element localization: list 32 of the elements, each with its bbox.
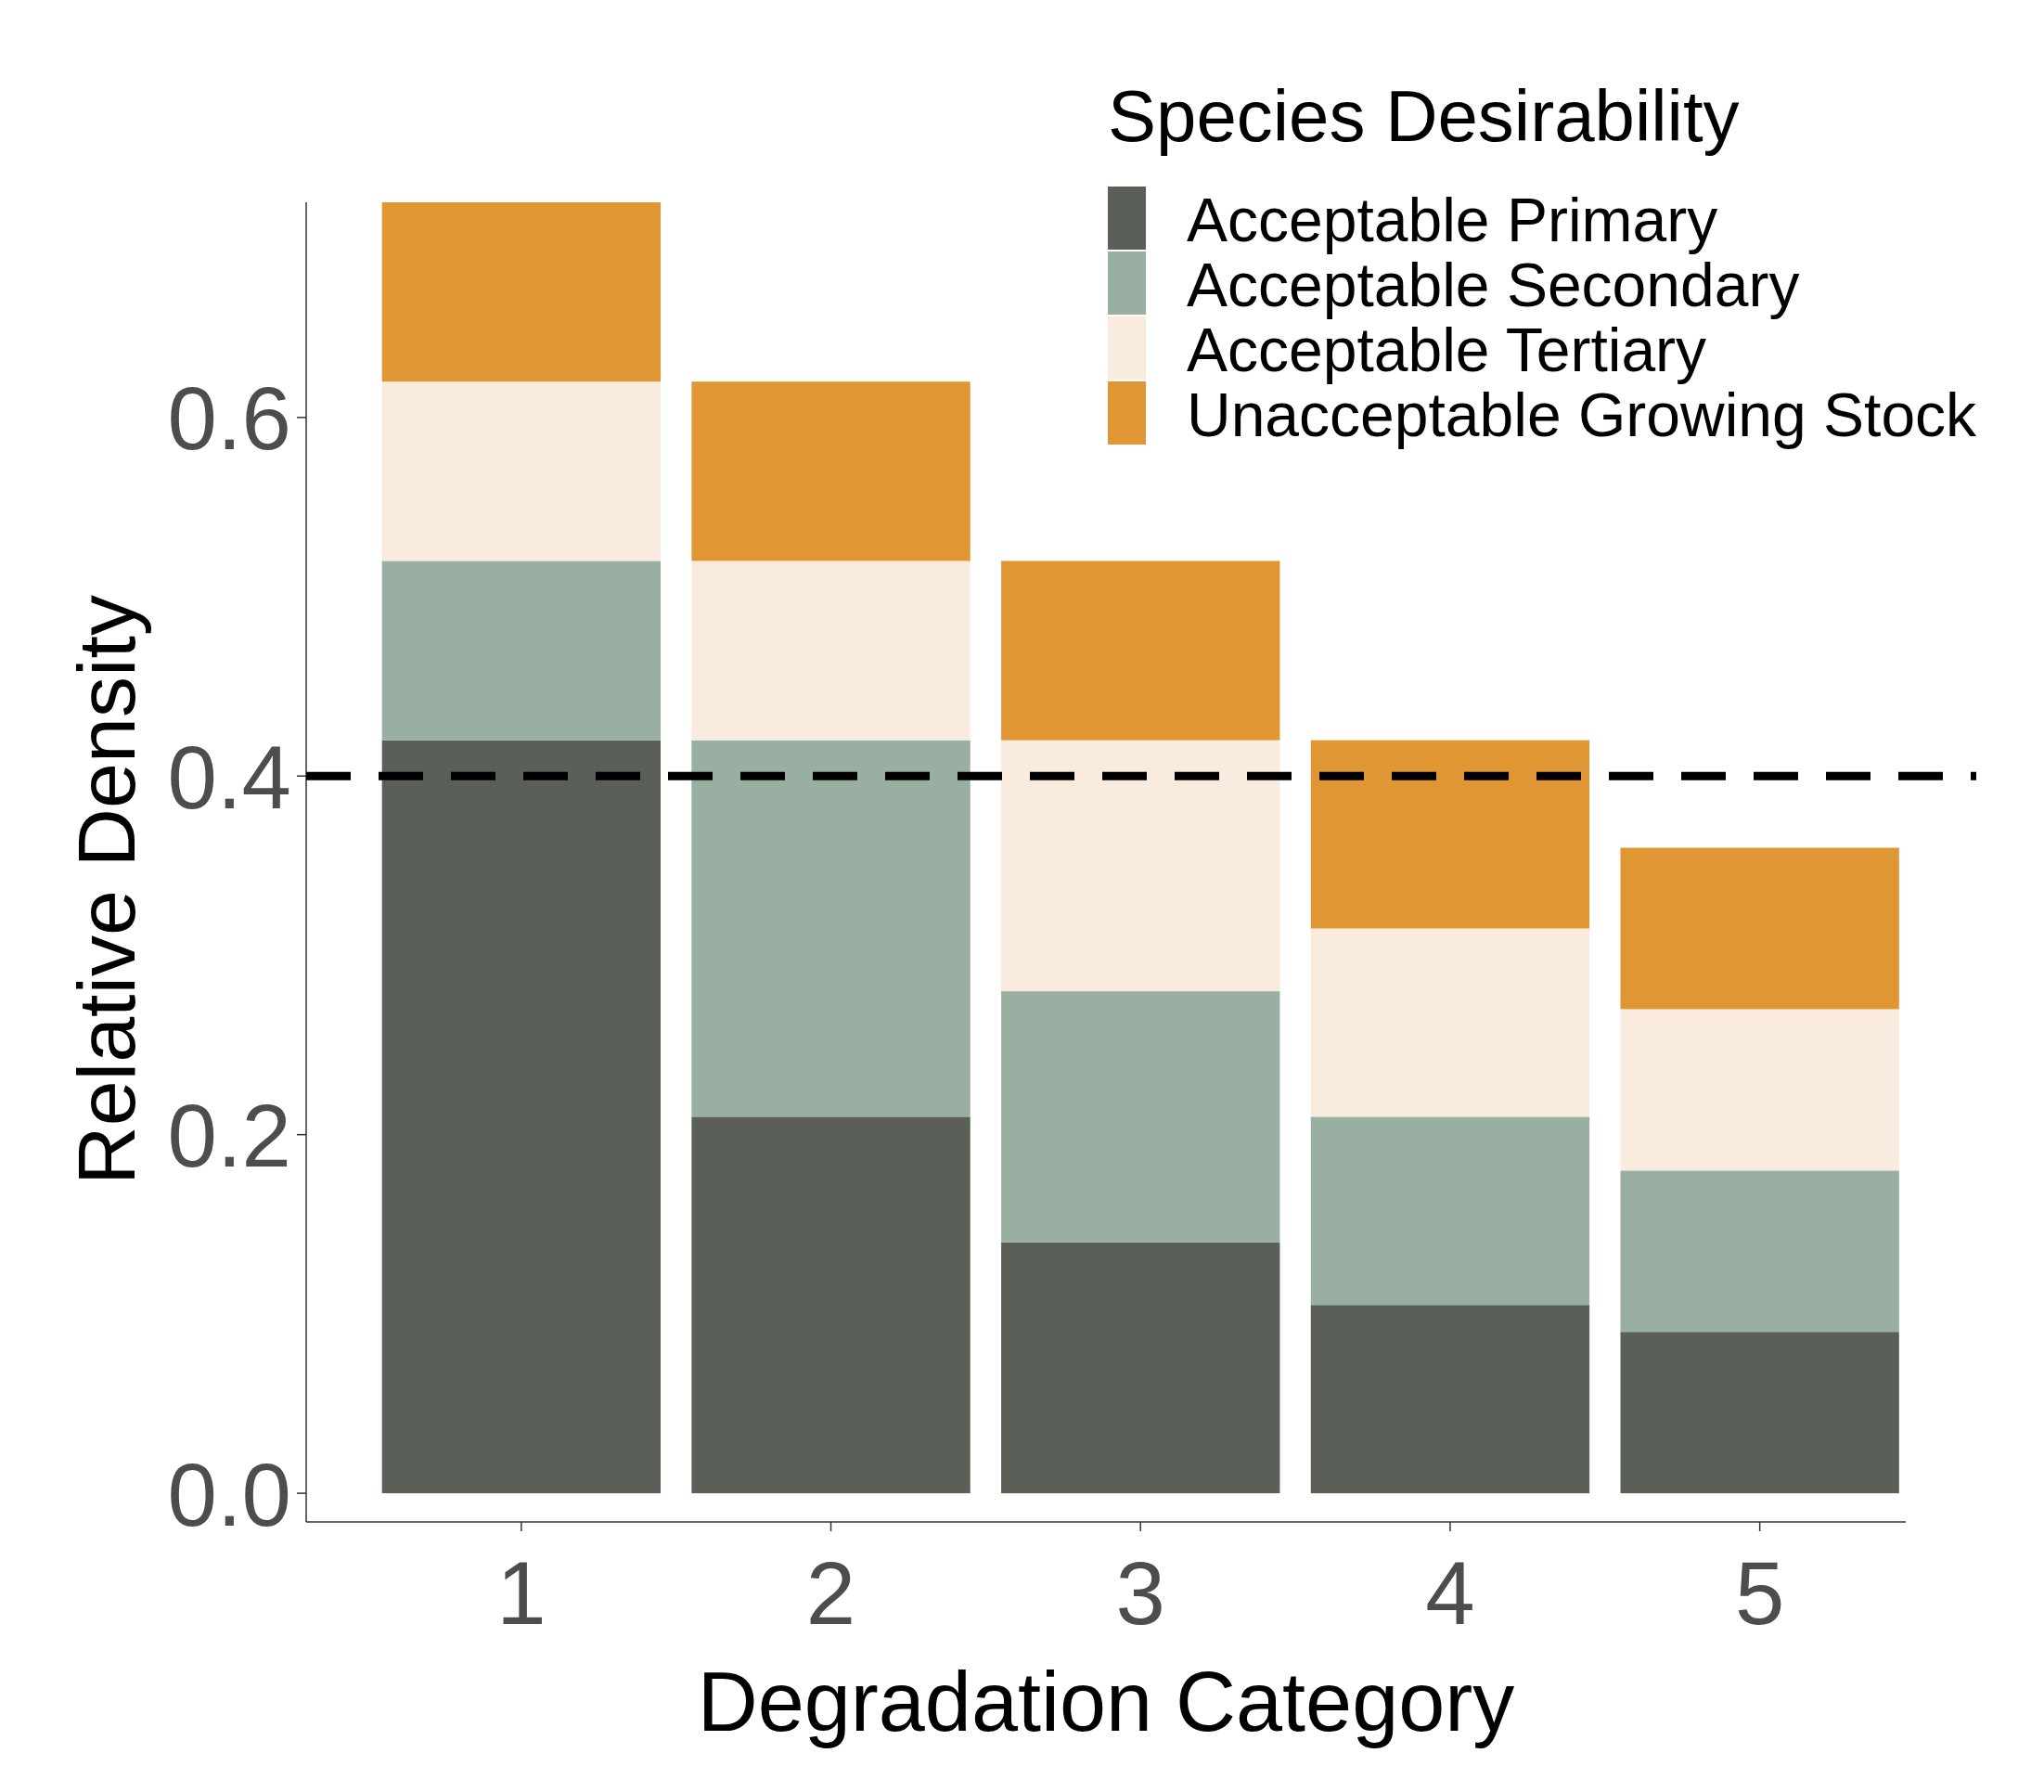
bar [381, 561, 662, 741]
y-axis-title: Relative Density [60, 595, 152, 1185]
x-tick-label: 3 [1115, 1543, 1165, 1643]
bar [381, 381, 662, 561]
bar [691, 1116, 971, 1494]
bar [1001, 1242, 1280, 1494]
x-axis-title: Degradation Category [697, 1656, 1515, 1748]
y-tick-label: 0.4 [167, 727, 291, 827]
bar [1001, 740, 1280, 992]
bar [1310, 928, 1590, 1117]
y-tick-label: 0.2 [167, 1086, 291, 1186]
bar [381, 740, 662, 1494]
bar [1620, 1170, 1899, 1333]
x-tick-label: 5 [1734, 1543, 1785, 1643]
bar [691, 561, 971, 741]
bar [1001, 991, 1280, 1243]
bar [1001, 561, 1280, 741]
legend-title: Species Desirability [1108, 75, 1740, 157]
bar [1620, 1332, 1899, 1494]
bar [1620, 847, 1899, 1010]
x-tick-label: 2 [805, 1543, 856, 1643]
bar [381, 202, 662, 382]
bar [1310, 1116, 1590, 1306]
y-tick-label: 0.0 [167, 1444, 291, 1544]
bar [691, 740, 971, 1117]
bar [1310, 740, 1590, 929]
x-tick-label: 1 [496, 1543, 546, 1643]
bar [1620, 1009, 1899, 1171]
bar [691, 381, 971, 561]
x-tick-label: 4 [1425, 1543, 1475, 1643]
bar [1310, 1305, 1590, 1494]
y-tick-label: 0.6 [167, 368, 291, 469]
